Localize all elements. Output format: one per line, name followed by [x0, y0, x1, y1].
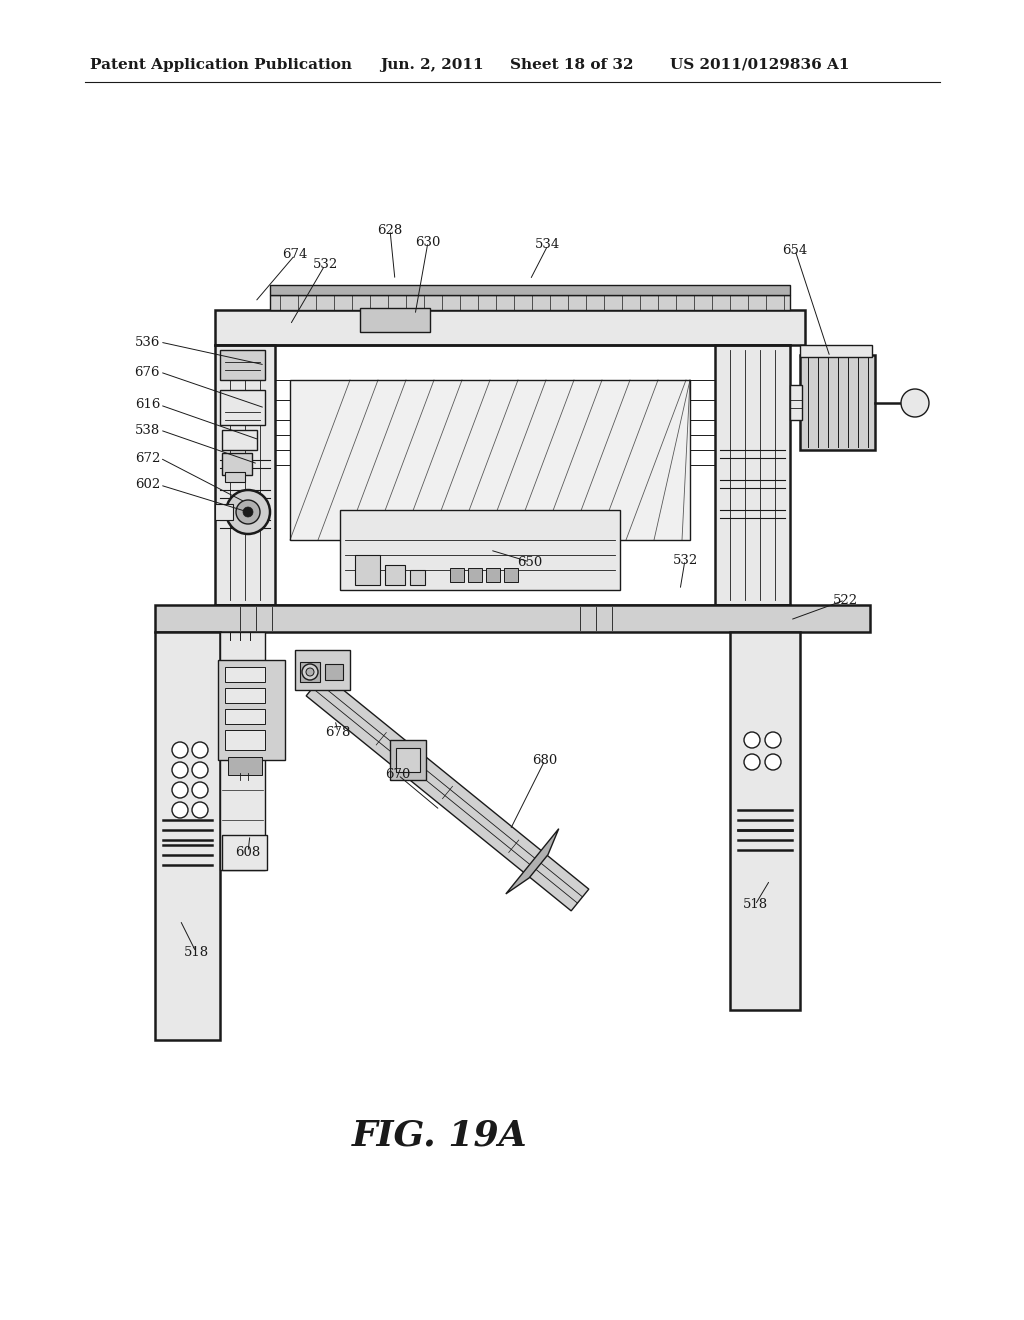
Circle shape [744, 754, 760, 770]
Circle shape [765, 733, 781, 748]
Bar [325, 664, 343, 680]
Bar [800, 345, 872, 356]
Bar [340, 510, 620, 590]
Bar [215, 345, 275, 605]
Bar [220, 389, 265, 425]
Bar [355, 554, 380, 585]
Bar [225, 730, 265, 750]
Bar [390, 741, 426, 780]
Bar [215, 504, 233, 520]
Circle shape [193, 762, 208, 777]
Bar [155, 632, 220, 1040]
Bar [395, 748, 420, 772]
Bar [790, 385, 802, 420]
Circle shape [243, 507, 253, 517]
Text: Sheet 18 of 32: Sheet 18 of 32 [510, 58, 634, 73]
Circle shape [172, 781, 188, 799]
Polygon shape [506, 829, 559, 894]
Text: 518: 518 [183, 945, 209, 958]
Circle shape [765, 754, 781, 770]
Bar [504, 568, 518, 582]
Text: 602: 602 [135, 479, 160, 491]
Text: Patent Application Publication: Patent Application Publication [90, 58, 352, 73]
Text: 672: 672 [134, 451, 160, 465]
Text: 650: 650 [517, 556, 543, 569]
Text: 532: 532 [312, 259, 338, 272]
Bar [215, 310, 805, 345]
Circle shape [744, 733, 760, 748]
Text: 674: 674 [283, 248, 307, 261]
Bar [385, 565, 406, 585]
Circle shape [172, 762, 188, 777]
Circle shape [172, 803, 188, 818]
Bar [800, 355, 874, 450]
Text: FIG. 19A: FIG. 19A [352, 1118, 527, 1152]
Text: 522: 522 [833, 594, 857, 606]
Text: 630: 630 [416, 235, 440, 248]
Text: 654: 654 [782, 243, 808, 256]
Text: 534: 534 [536, 239, 560, 252]
Circle shape [193, 742, 208, 758]
Bar [222, 836, 267, 870]
Bar [225, 473, 245, 482]
Bar [290, 380, 690, 540]
Text: 678: 678 [326, 726, 350, 738]
Bar [270, 285, 790, 294]
Text: 538: 538 [135, 424, 160, 437]
Bar [220, 632, 265, 870]
Text: 518: 518 [742, 899, 768, 912]
Circle shape [172, 742, 188, 758]
Circle shape [302, 664, 318, 680]
Text: 536: 536 [134, 335, 160, 348]
Text: Jun. 2, 2011: Jun. 2, 2011 [380, 58, 483, 73]
Bar [225, 667, 265, 682]
Bar [730, 632, 800, 1010]
Bar [225, 688, 265, 704]
Bar [218, 660, 285, 760]
Bar [486, 568, 500, 582]
Bar [300, 663, 319, 682]
Text: 628: 628 [378, 223, 402, 236]
Text: 680: 680 [532, 754, 558, 767]
Bar [360, 308, 430, 333]
Text: 616: 616 [134, 399, 160, 412]
Bar [222, 430, 257, 450]
Bar [410, 570, 425, 585]
Text: 676: 676 [134, 366, 160, 379]
Circle shape [226, 490, 270, 535]
Circle shape [193, 781, 208, 799]
Bar [225, 709, 265, 723]
Text: US 2011/0129836 A1: US 2011/0129836 A1 [670, 58, 850, 73]
Bar [270, 294, 790, 310]
Circle shape [193, 803, 208, 818]
Text: 532: 532 [673, 553, 697, 566]
Bar [155, 605, 870, 632]
Circle shape [901, 389, 929, 417]
Text: 670: 670 [385, 768, 411, 781]
Circle shape [306, 668, 314, 676]
Circle shape [236, 500, 260, 524]
Bar [222, 453, 252, 475]
Text: 608: 608 [236, 846, 261, 858]
Bar [450, 568, 464, 582]
Bar [468, 568, 482, 582]
Bar [715, 345, 790, 605]
Polygon shape [306, 675, 589, 911]
Bar [295, 649, 350, 690]
Bar [228, 756, 262, 775]
Bar [220, 350, 265, 380]
